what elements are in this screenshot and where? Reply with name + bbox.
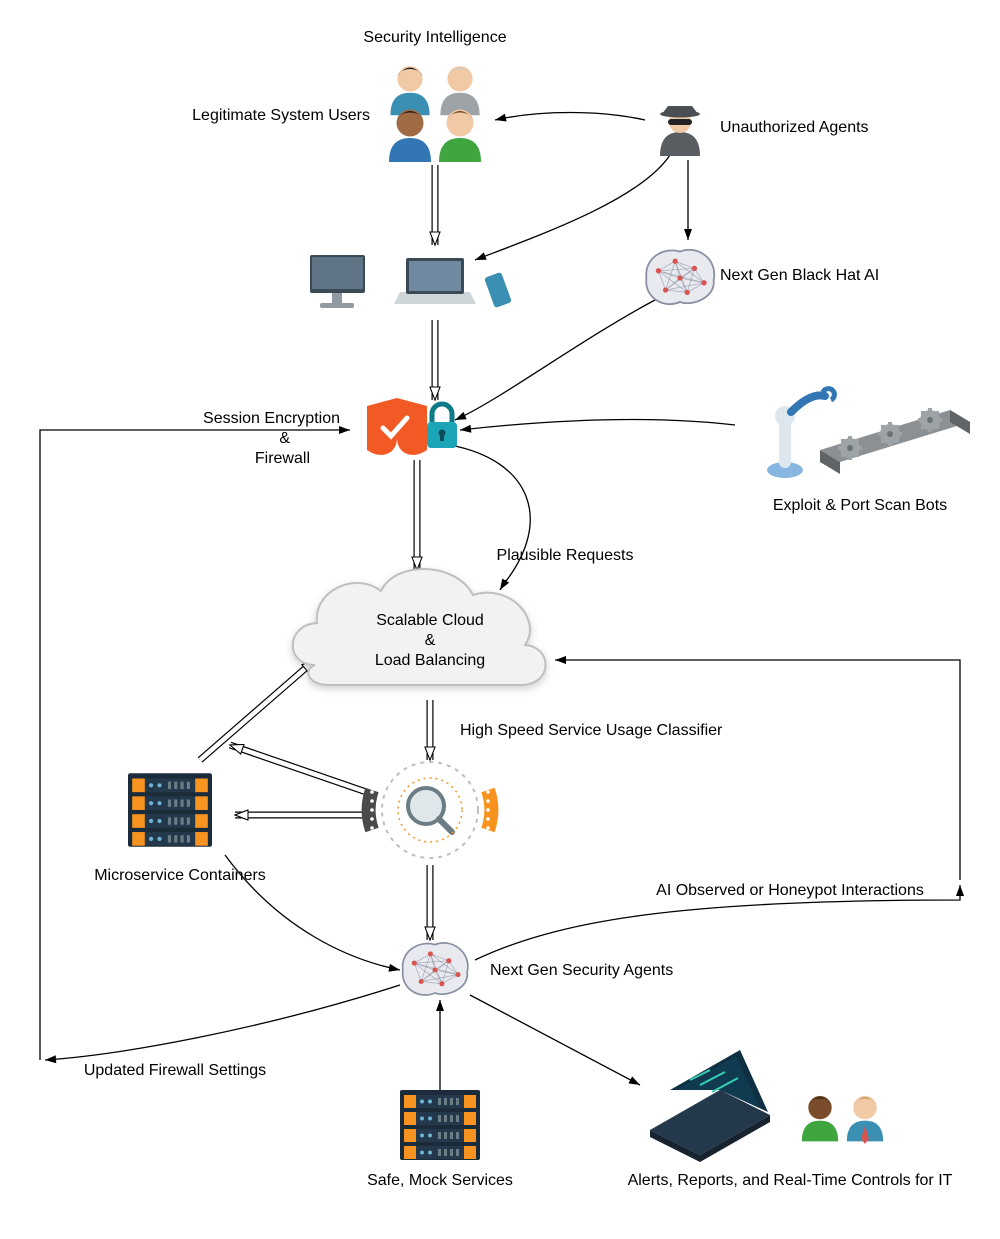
exploit-bots-icon	[767, 389, 970, 478]
classifier-icon	[369, 762, 492, 858]
edge-agents-to-alerts	[470, 995, 640, 1085]
label-sec_agents: Next Gen Security Agents	[490, 962, 673, 979]
edge-bots-to-fw	[460, 420, 735, 430]
label-session_fw_3: Firewall	[255, 450, 310, 467]
label-honeypot: AI Observed or Honeypot Interactions	[656, 882, 924, 899]
label-unauth_agents: Unauthorized Agents	[720, 119, 869, 136]
label-blackhat_ai: Next Gen Black Hat AI	[720, 267, 879, 284]
edge-plausible-curve	[450, 445, 530, 585]
label-fw_settings: Updated Firewall Settings	[84, 1062, 266, 1079]
edge-brain-to-fw	[455, 300, 655, 420]
unauthorized-agent-icon	[660, 106, 700, 156]
edge-spy-to-users	[495, 113, 645, 121]
brain-icon	[403, 943, 468, 995]
label-exploit_bots: Exploit & Port Scan Bots	[773, 497, 947, 514]
edge-fwset-to-fw	[40, 430, 350, 1060]
label-cloud_2: &	[425, 632, 436, 649]
microservices-icon	[128, 773, 212, 847]
label-session_fw_1: Session Encryption	[203, 410, 340, 427]
mock-services-icon	[400, 1090, 480, 1160]
label-alerts: Alerts, Reports, and Real-Time Controls …	[628, 1172, 953, 1189]
label-mock_services: Safe, Mock Services	[367, 1172, 513, 1189]
brain-icon	[646, 250, 714, 304]
edge-agents-to-fwset	[45, 985, 400, 1060]
edge-plausible-head	[500, 580, 506, 590]
label-session_fw_2: &	[279, 430, 290, 447]
label-legit_users: Legitimate System Users	[192, 107, 370, 124]
label-cloud_1: Scalable Cloud	[376, 612, 484, 629]
firewall-icon	[367, 398, 457, 455]
edge-spy-to-laptop	[475, 155, 670, 260]
alerts-icon	[650, 1050, 770, 1162]
edge-honeypot-to-cloud	[555, 660, 960, 880]
label-cloud_3: Load Balancing	[375, 652, 485, 669]
label-title: Security Intelligence	[363, 29, 506, 46]
devices-icon	[310, 255, 512, 308]
label-plausible: Plausible Requests	[497, 547, 634, 564]
label-microservices: Microservice Containers	[94, 867, 266, 884]
label-classifier: High Speed Service Usage Classifier	[460, 722, 723, 739]
